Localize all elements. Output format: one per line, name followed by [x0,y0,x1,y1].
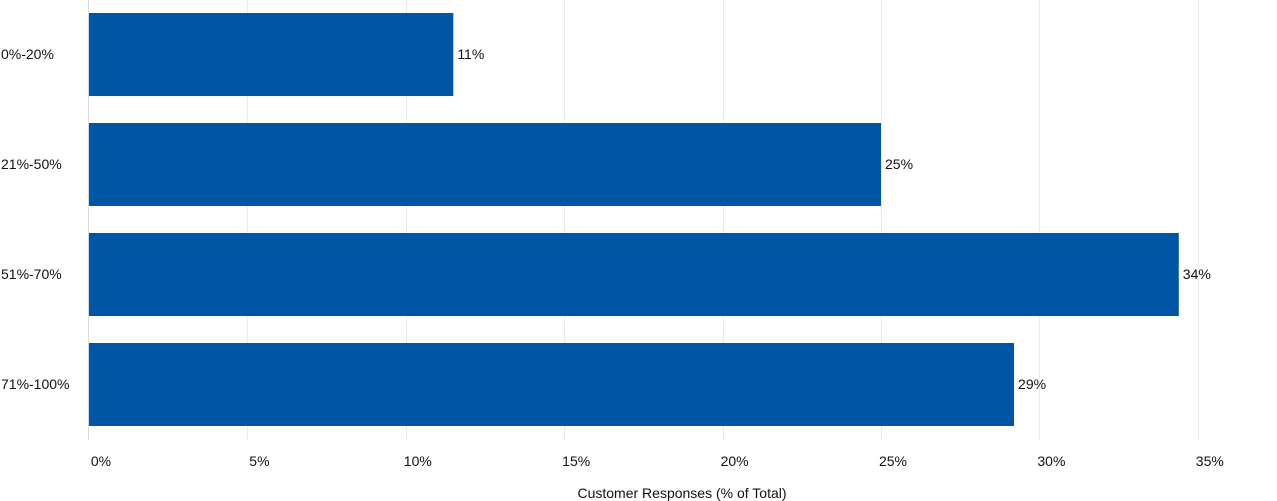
x-tick-label: 0% [91,453,111,469]
x-tick-label: 15% [562,453,590,469]
value-label: 11% [457,46,484,62]
category-label: 51%-70% [1,266,62,282]
x-tick-labels: 0% 5% 10% 15% 20% 25% 30% 35% [91,453,1224,469]
value-label: 29% [1018,376,1046,392]
x-tick-label: 25% [879,453,907,469]
value-label: 34% [1183,266,1211,282]
category-label: 71%-100% [1,376,70,392]
category-label: 21%-50% [1,156,62,172]
bar [89,233,1179,316]
bars [89,13,1179,426]
x-tick-label: 30% [1037,453,1065,469]
x-tick-label: 20% [721,453,749,469]
bar [89,343,1015,426]
category-labels: 0%-20% 21%-50% 51%-70% 71%-100% [1,46,70,392]
x-axis-title: Customer Responses (% of Total) [577,485,786,501]
category-label: 0%-20% [1,46,54,62]
x-tick-label: 35% [1196,453,1224,469]
bar [89,123,881,206]
value-labels: 11% 25% 34% 29% [457,46,1211,392]
value-label: 25% [885,156,913,172]
bar [89,13,454,96]
x-tick-label: 10% [404,453,432,469]
x-tick-label: 5% [249,453,269,469]
